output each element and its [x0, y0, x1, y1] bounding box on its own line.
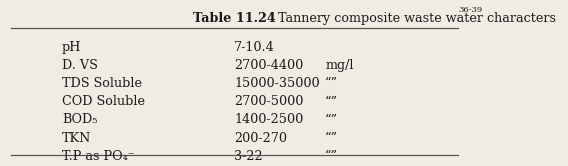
Text: COD Soluble: COD Soluble	[62, 95, 145, 108]
Text: 200-270: 200-270	[235, 132, 287, 145]
Text: “”: “”	[325, 95, 338, 108]
Text: “”: “”	[325, 132, 338, 145]
Text: TKN: TKN	[62, 132, 91, 145]
Text: 2700-4400: 2700-4400	[235, 59, 303, 72]
Text: “”: “”	[325, 77, 338, 90]
Text: pH: pH	[62, 41, 81, 54]
Text: TDS Soluble: TDS Soluble	[62, 77, 142, 90]
Text: D. VS: D. VS	[62, 59, 98, 72]
Text: mg/l: mg/l	[325, 59, 354, 72]
Text: BOD₅: BOD₅	[62, 114, 97, 126]
Text: “”: “”	[325, 150, 338, 163]
Text: 2700-5000: 2700-5000	[235, 95, 304, 108]
Text: 3-22: 3-22	[235, 150, 263, 163]
Text: T.P as PO₄⁻: T.P as PO₄⁻	[62, 150, 135, 163]
Text: “”: “”	[325, 114, 338, 126]
Text: Tannery composite waste water characters: Tannery composite waste water characters	[274, 12, 556, 25]
Text: 36-39: 36-39	[458, 6, 482, 14]
Text: 15000-35000: 15000-35000	[235, 77, 320, 90]
Text: 1400-2500: 1400-2500	[235, 114, 303, 126]
Text: 7-10.4: 7-10.4	[235, 41, 275, 54]
Text: Table 11.24: Table 11.24	[193, 12, 275, 25]
